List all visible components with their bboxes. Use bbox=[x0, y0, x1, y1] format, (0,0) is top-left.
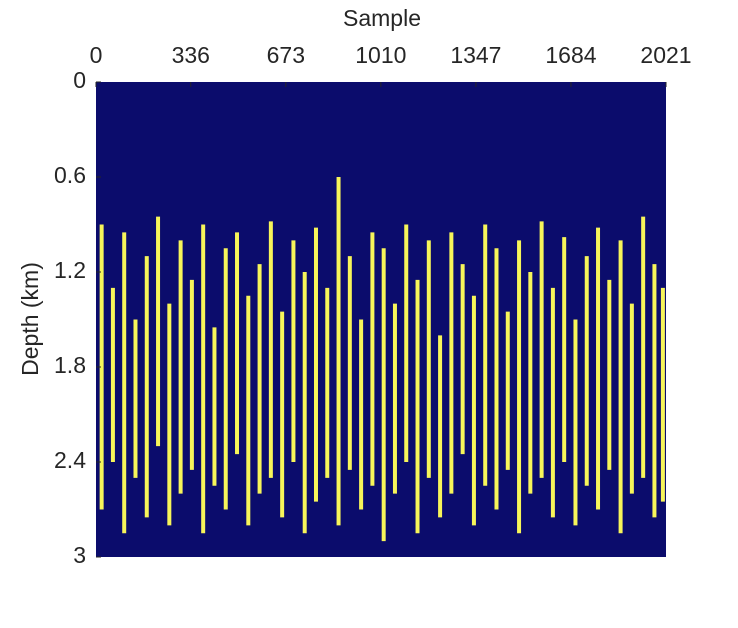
x-tick-label: 0 bbox=[90, 42, 103, 68]
y-tick-label: 3 bbox=[73, 542, 86, 568]
y-tick-label: 2.4 bbox=[54, 447, 86, 473]
x-tick-label: 1684 bbox=[545, 42, 596, 68]
y-tick-label: 0 bbox=[73, 67, 86, 93]
y-tick-label: 1.2 bbox=[54, 257, 86, 283]
y-tick-label: 0.6 bbox=[54, 162, 86, 188]
x-tick-label: 1347 bbox=[450, 42, 501, 68]
x-tick-label: 1010 bbox=[355, 42, 406, 68]
y-axis-label: Depth (km) bbox=[17, 262, 43, 376]
y-tick-label: 1.8 bbox=[54, 352, 86, 378]
x-tick-label: 673 bbox=[267, 42, 305, 68]
x-tick-label: 2021 bbox=[640, 42, 691, 68]
x-axis-label: Sample bbox=[343, 5, 421, 31]
x-tick-label: 336 bbox=[172, 42, 210, 68]
